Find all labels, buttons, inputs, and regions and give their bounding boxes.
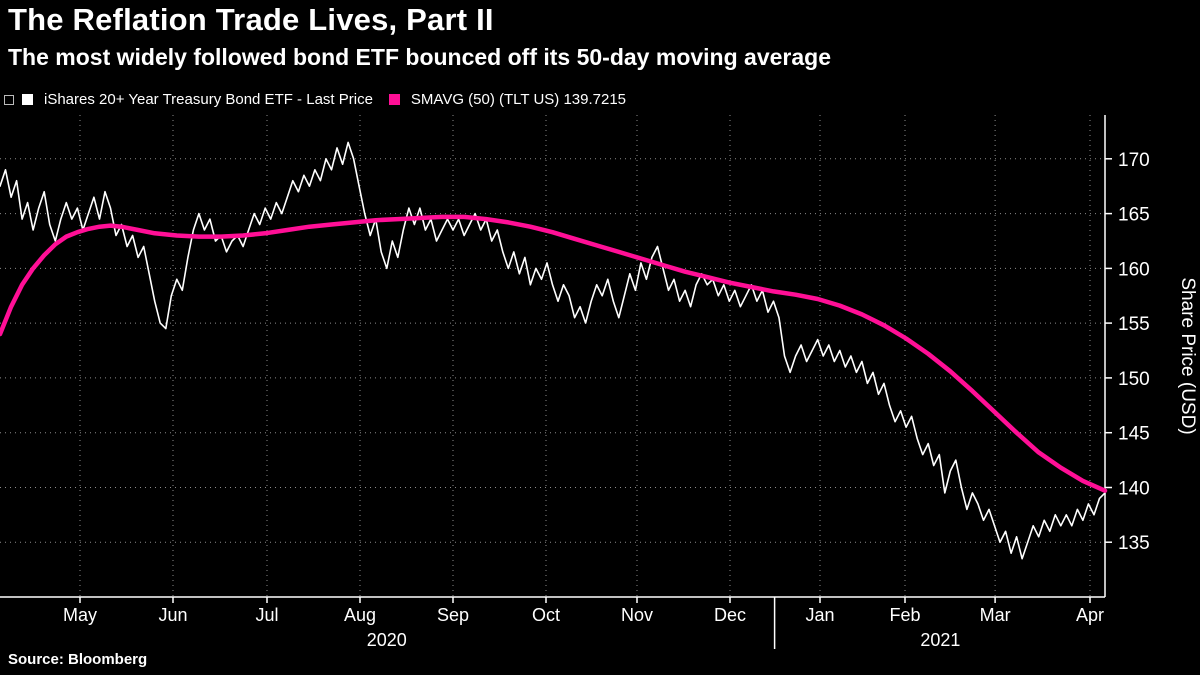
y-tick-label: 135: [1118, 533, 1150, 554]
month-tick-label: Jun: [158, 605, 187, 625]
y-tick-label: 150: [1118, 369, 1150, 390]
y-tick-label: 145: [1118, 424, 1150, 445]
month-tick-label: Apr: [1076, 605, 1104, 625]
y-tick-label: 140: [1118, 479, 1150, 500]
y-tick-label: 155: [1118, 314, 1150, 335]
year-label: 2021: [920, 630, 960, 650]
legend-price-label: iShares 20+ Year Treasury Bond ETF - Las…: [44, 91, 373, 108]
month-tick-label: Jan: [805, 605, 834, 625]
month-tick-label: Jul: [255, 605, 278, 625]
y-axis-title: Share Price (USD): [1177, 277, 1198, 435]
month-tick-label: Feb: [889, 605, 920, 625]
source-credit: Source: Bloomberg: [8, 651, 148, 668]
month-tick-label: Oct: [532, 605, 560, 625]
chart-title: The Reflation Trade Lives, Part II: [8, 2, 494, 37]
series-line-tlt-price: [0, 141, 1106, 560]
price-series-swatch-icon: [22, 94, 33, 105]
month-tick-label: Sep: [437, 605, 469, 625]
year-label: 2020: [367, 630, 407, 650]
series-line-smavg-50: [0, 214, 1108, 493]
month-tick-label: Nov: [621, 605, 653, 625]
y-tick-label: 165: [1118, 205, 1150, 226]
y-tick-label: 170: [1118, 150, 1150, 171]
legend-smavg-label: SMAVG (50) (TLT US) 139.7215: [410, 91, 627, 108]
month-tick-label: Mar: [980, 605, 1011, 625]
month-tick-label: May: [63, 605, 97, 625]
month-tick-label: Aug: [344, 605, 376, 625]
month-tick-label: Dec: [714, 605, 746, 625]
chart-legend: iShares 20+ Year Treasury Bond ETF - Las…: [4, 91, 626, 108]
chart-subtitle: The most widely followed bond ETF bounce…: [8, 44, 831, 70]
smavg-series-swatch-icon: [388, 94, 400, 105]
y-tick-label: 160: [1118, 259, 1150, 280]
legend-key-icon[interactable]: [4, 94, 14, 105]
